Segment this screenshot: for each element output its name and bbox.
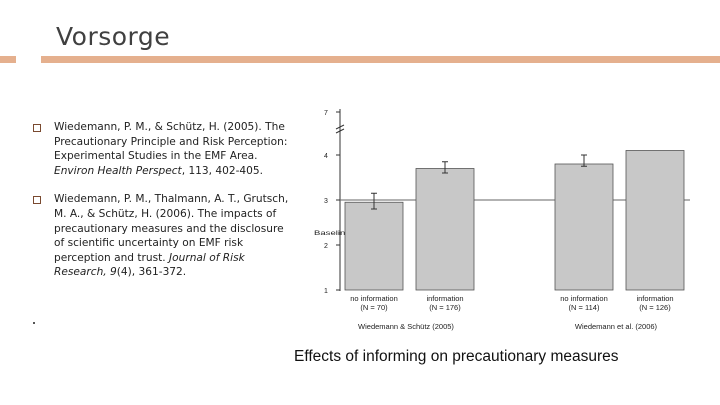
accent-bar-right bbox=[41, 56, 720, 63]
reference-journal: Journal of Risk Research, 9 bbox=[54, 251, 245, 279]
reference-citation: (4), 361-372. bbox=[116, 266, 187, 279]
y-tick-label: 3 bbox=[324, 198, 328, 205]
bar bbox=[415, 168, 475, 291]
bar bbox=[625, 150, 685, 291]
reference-citation: , 113, 402-405. bbox=[181, 164, 264, 177]
page-title: Vorsorge bbox=[56, 22, 171, 51]
reference-item: Wiedemann, P. M., & Schütz, H. (2005). T… bbox=[33, 120, 291, 178]
y-tick-label: 1 bbox=[324, 288, 328, 295]
y-tick-label: 7 bbox=[324, 110, 328, 117]
bar bbox=[554, 163, 614, 291]
reference-list: Wiedemann, P. M., & Schütz, H. (2005). T… bbox=[33, 120, 291, 294]
reference-text: Wiedemann, P. M., & Schütz, H. (2005). T… bbox=[54, 121, 288, 163]
bar-sample-size: (N = 114) bbox=[569, 303, 600, 312]
square-bullet-icon bbox=[33, 124, 41, 132]
reference-item: Wiedemann, P. M., Thalmann, A. T., Gruts… bbox=[33, 192, 291, 280]
square-bullet-icon bbox=[33, 196, 41, 205]
study-label: Wiedemann & Schütz (2005) bbox=[358, 322, 454, 331]
bar-label: information bbox=[426, 294, 463, 303]
bar-sample-size: (N = 176) bbox=[429, 303, 461, 312]
figure-caption: Effects of informing on precautionary me… bbox=[294, 348, 619, 365]
bar-sample-size: (N = 126) bbox=[639, 303, 671, 312]
accent-bar-left bbox=[0, 56, 16, 63]
reference-text: Wiedemann, P. M., Thalmann, A. T., Gruts… bbox=[54, 193, 289, 264]
y-tick-label: 4 bbox=[324, 153, 328, 160]
y-tick-label: 2 bbox=[324, 243, 328, 250]
axis-break-mark bbox=[335, 128, 345, 134]
reference-journal: Environ Health Perspect bbox=[54, 164, 182, 177]
bar-label: information bbox=[636, 294, 673, 303]
bar bbox=[344, 201, 404, 291]
bar-sample-size: (N = 70) bbox=[360, 303, 388, 312]
study-label: Wiedemann et al. (2006) bbox=[575, 322, 658, 331]
axis-break-mark bbox=[335, 124, 345, 130]
bar-label: no information bbox=[350, 294, 398, 303]
stray-dot bbox=[33, 322, 35, 324]
bar-label: no information bbox=[560, 294, 608, 303]
